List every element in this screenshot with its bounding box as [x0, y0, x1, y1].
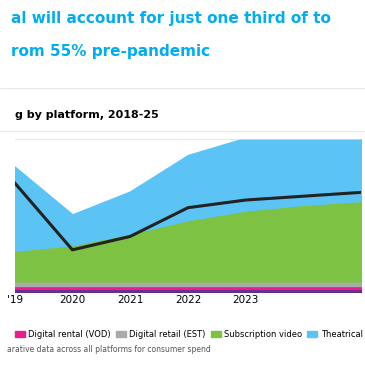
- Text: arative data across all platforms for consumer spend: arative data across all platforms for co…: [7, 345, 211, 354]
- Text: g by platform, 2018-25: g by platform, 2018-25: [15, 110, 158, 119]
- Text: al will account for just one third of to: al will account for just one third of to: [11, 11, 331, 26]
- Text: rom 55% pre-pandemic: rom 55% pre-pandemic: [11, 44, 210, 59]
- Legend: Digital rental (VOD), Digital retail (EST), Subscription video, Theatrical: Digital rental (VOD), Digital retail (ES…: [12, 327, 365, 342]
